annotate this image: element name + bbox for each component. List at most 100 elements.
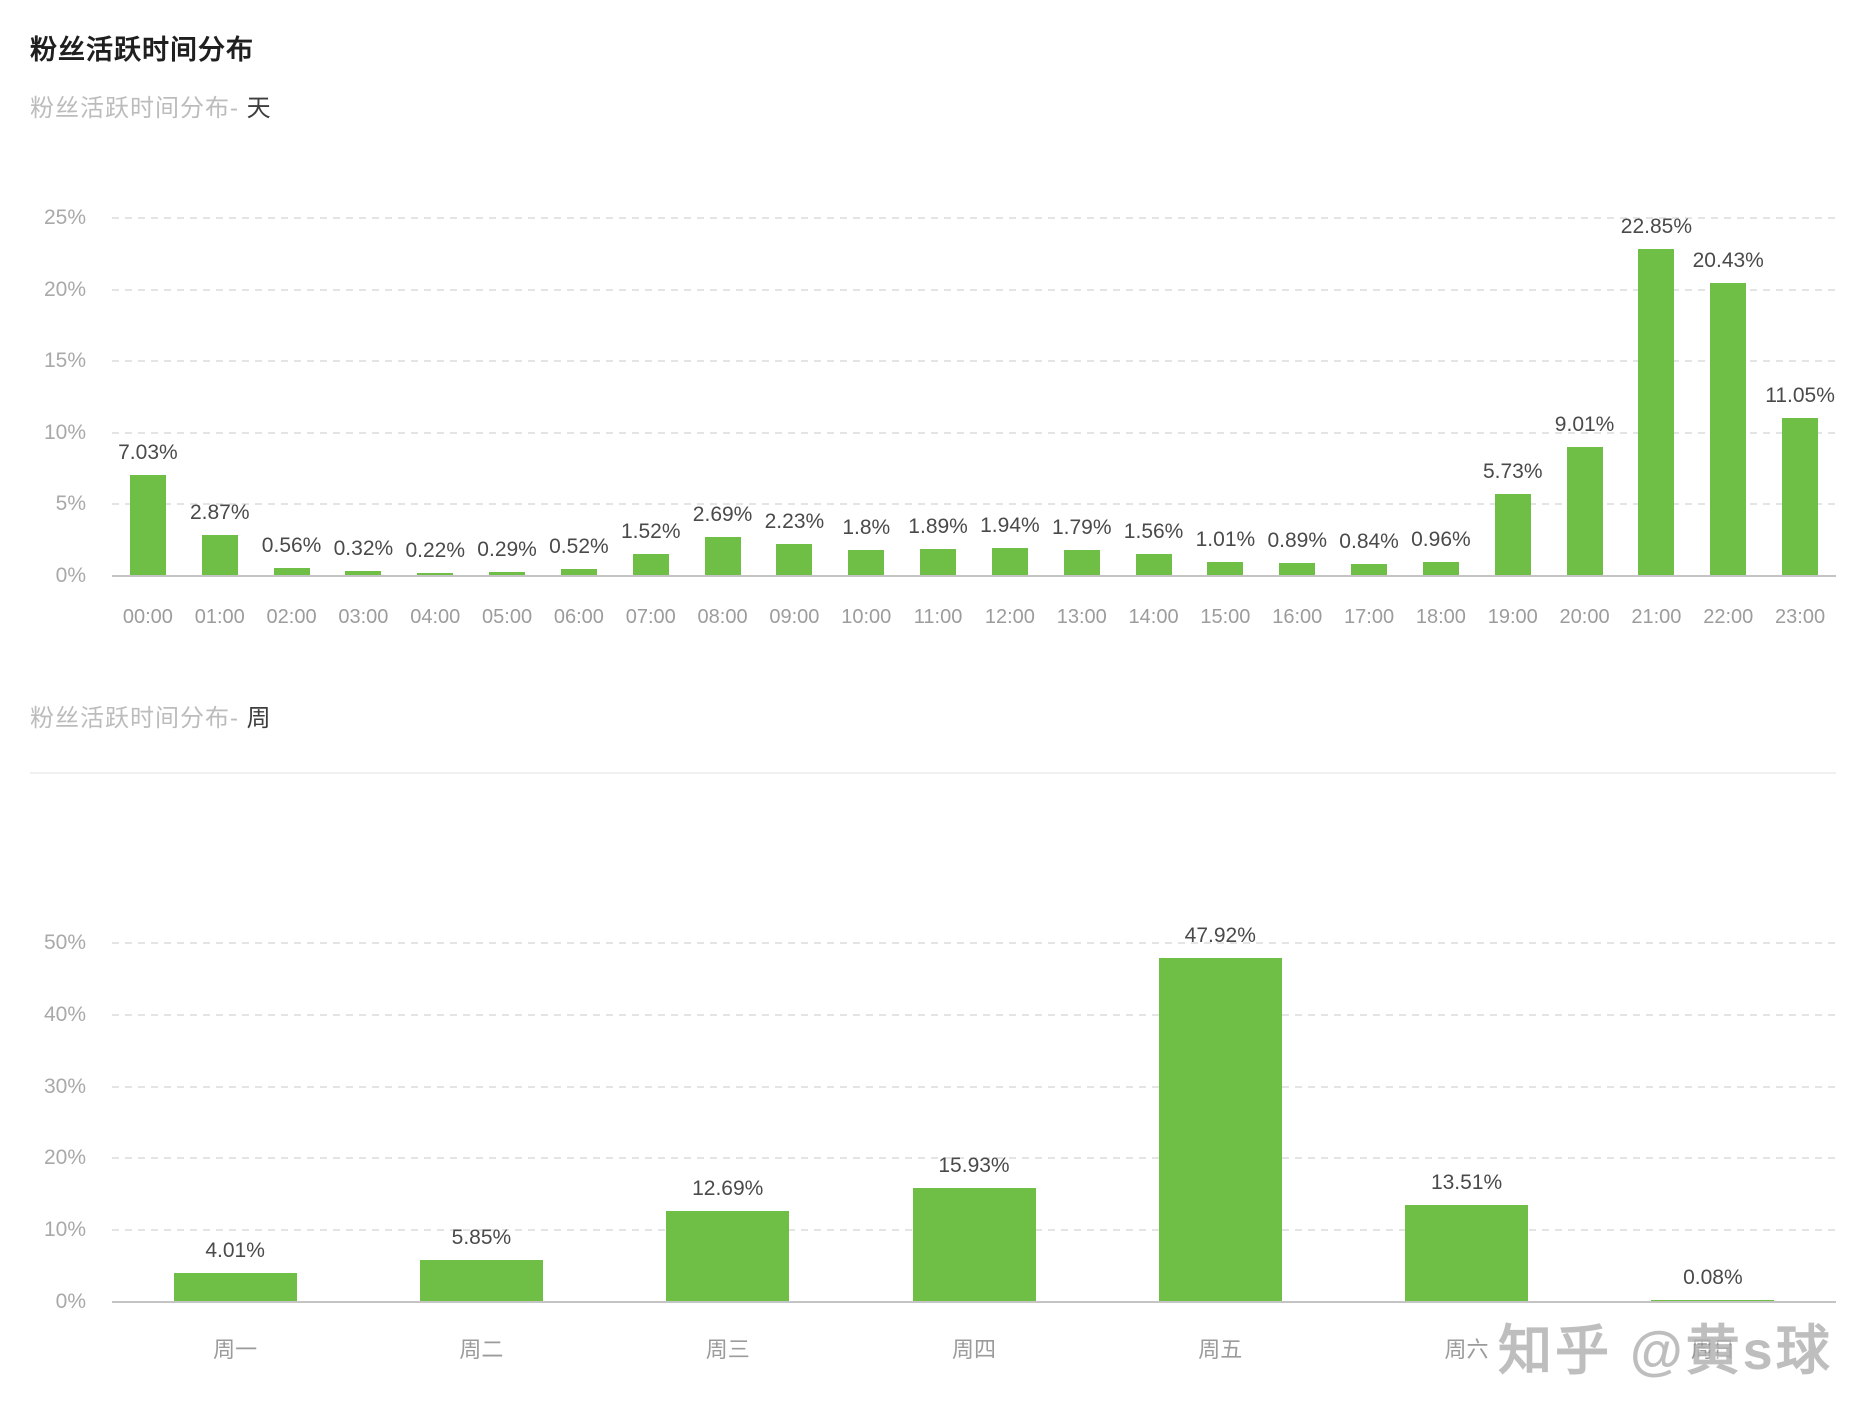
bar-value-label: 1.94% [980, 514, 1040, 537]
x-axis-category-label: 周六 [1444, 1337, 1489, 1362]
bar [666, 1211, 789, 1302]
bar-value-label: 0.22% [405, 539, 466, 562]
bar-value-label: 1.8% [842, 516, 891, 539]
bar-value-label: 13.51% [1430, 1171, 1503, 1194]
bar-value-label: 2.87% [189, 501, 250, 524]
x-axis-category-label: 00:00 [122, 606, 173, 628]
bar-value-label: 2.69% [692, 503, 753, 526]
x-axis-category-label: 周四 [951, 1337, 997, 1362]
bar [913, 1188, 1036, 1302]
x-axis-category-label: 23:00 [1775, 606, 1826, 628]
x-axis-line [112, 575, 1836, 577]
y-axis-tick-label: 0% [55, 1290, 86, 1313]
x-axis-category-label: 11:00 [913, 606, 963, 628]
bar [1423, 562, 1459, 576]
bar [274, 568, 310, 576]
x-axis-category-label: 20:00 [1559, 606, 1610, 628]
gridline [112, 360, 1836, 363]
x-axis-category-label: 04:00 [410, 606, 461, 628]
bar [1567, 447, 1603, 576]
bar [202, 535, 238, 576]
zhihu-watermark: 知乎 @黄s球 [1498, 1321, 1833, 1381]
section-divider [30, 772, 1836, 774]
bar-value-label: 5.73% [1482, 460, 1543, 483]
x-axis-category-label: 21:00 [1631, 606, 1682, 628]
y-axis-tick-label: 0% [55, 564, 86, 587]
bar [920, 549, 956, 576]
chart-week-subtitle-highlight: 周 [239, 705, 272, 732]
bar-value-label: 1.89% [908, 515, 968, 538]
bar-value-label: 9.01% [1554, 413, 1615, 436]
bar [705, 537, 741, 576]
bar [420, 1260, 543, 1302]
page-title: 粉丝活跃时间分布 [30, 35, 254, 65]
x-axis-category-label: 12:00 [984, 606, 1035, 628]
bar [489, 572, 525, 576]
y-axis-tick-label: 10% [43, 1218, 86, 1242]
x-axis-line [112, 1301, 1836, 1303]
y-axis-tick-label: 40% [43, 1002, 86, 1026]
bar [776, 544, 812, 576]
chart-day-subtitle: 粉丝活跃时间分布- 天 [30, 88, 272, 123]
x-axis-category-label: 13:00 [1056, 606, 1107, 628]
bar-value-label: 0.96% [1411, 528, 1471, 551]
x-axis-category-label: 06:00 [553, 606, 604, 628]
y-axis-tick-label: 50% [43, 931, 86, 954]
bar [130, 475, 166, 576]
x-axis-category-label: 周二 [459, 1337, 504, 1362]
x-axis-category-label: 16:00 [1272, 606, 1323, 628]
bar-value-label: 0.84% [1339, 530, 1399, 553]
gridline [112, 217, 1836, 219]
bar-value-label: 0.08% [1683, 1266, 1743, 1289]
bar-value-label: 1.79% [1051, 516, 1112, 539]
x-axis-category-label: 03:00 [338, 606, 389, 628]
x-axis-category-label: 08:00 [697, 606, 748, 628]
bar-value-label: 1.56% [1123, 520, 1184, 543]
x-axis-category-label: 周三 [705, 1337, 750, 1362]
bar-value-label: 12.69% [692, 1177, 764, 1200]
bar [848, 550, 884, 576]
bar-value-label: 22.85% [1620, 215, 1693, 238]
chart-week-subtitle: 粉丝活跃时间分布- 周 [30, 698, 272, 733]
x-axis-category-label: 15:00 [1200, 606, 1251, 628]
x-axis-category-label: 周五 [1198, 1337, 1243, 1362]
weekly-activity-bar-chart: 50% 40% 30% 20% 10% 0% 4.01% 周一 5.85% 周二 12.69% 周三 1… [44, 924, 1836, 1362]
y-axis-tick-label: 10% [43, 420, 86, 444]
x-axis-category-label: 周日 [1690, 1337, 1735, 1362]
bar-value-label: 0.32% [333, 537, 394, 560]
bar-value-label: 5.85% [451, 1226, 512, 1249]
bar [417, 573, 453, 576]
y-axis-tick-label: 20% [43, 277, 86, 301]
bar [633, 554, 669, 576]
x-axis-category-label: 10:00 [841, 606, 892, 628]
x-axis-category-label: 14:00 [1128, 606, 1179, 628]
y-axis-tick-label: 15% [43, 349, 86, 373]
bar-value-label: 1.52% [620, 520, 681, 543]
bar [1136, 554, 1172, 576]
gridline [112, 503, 1836, 506]
bar-value-label: 20.43% [1692, 249, 1764, 272]
x-axis-category-label: 07:00 [625, 606, 676, 628]
bar [992, 548, 1028, 576]
hourly-activity-bar-chart: 25% 20% 15% 10% 5% 0% 7.03% 00:00 2.87% 01:00 0.56… [44, 206, 1836, 628]
bar [1279, 563, 1315, 576]
gridline [112, 1085, 1836, 1088]
bar [1064, 550, 1100, 576]
bar-value-label: 11.05% [1765, 384, 1835, 407]
y-axis-tick-label: 25% [43, 206, 86, 229]
bar [1207, 562, 1243, 576]
gridline [112, 942, 1836, 944]
gridline [112, 1157, 1836, 1160]
bar [345, 571, 381, 576]
bar-value-label: 0.89% [1267, 529, 1328, 552]
bar-value-label: 4.01% [205, 1239, 265, 1262]
bar-value-label: 2.23% [764, 510, 825, 533]
x-axis-category-label: 周一 [213, 1337, 258, 1362]
bar-value-label: 0.29% [477, 538, 537, 561]
bar-value-label: 0.52% [549, 535, 609, 558]
chart-day-subtitle-prefix: 粉丝活跃时间分布- [30, 95, 239, 122]
x-axis-category-label: 05:00 [482, 606, 533, 628]
bar [1782, 418, 1818, 576]
x-axis-category-label: 09:00 [769, 606, 820, 628]
bar-value-label: 1.01% [1195, 528, 1256, 551]
